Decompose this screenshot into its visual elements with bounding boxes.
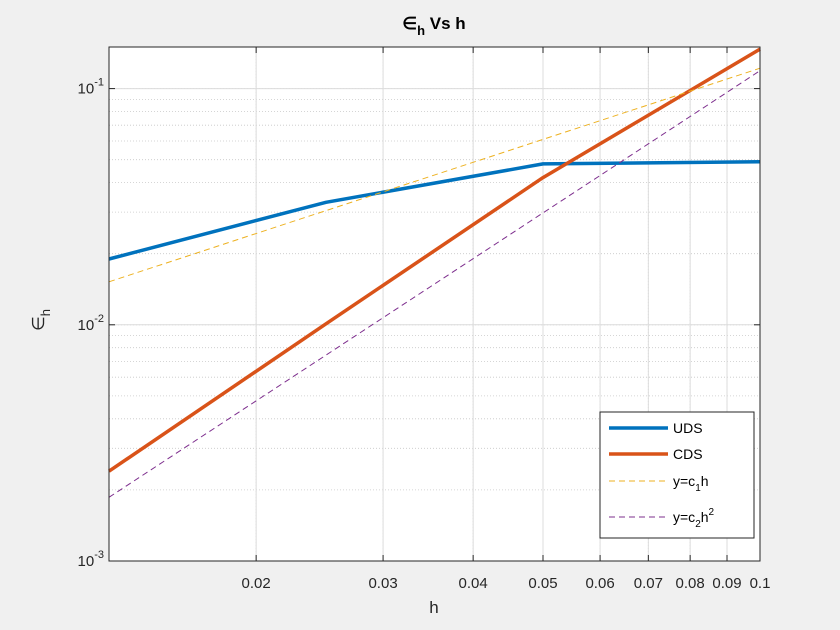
x-tick-label: 0.05 bbox=[528, 575, 557, 592]
x-tick-label: 0.1 bbox=[750, 575, 771, 592]
y-tick-label: 10-1 bbox=[78, 77, 104, 98]
y-axis-ticks: 10-3 10-2 10-1 bbox=[78, 77, 760, 570]
x-axis-label: h bbox=[429, 598, 438, 617]
x-tick-label: 0.04 bbox=[459, 575, 488, 592]
x-tick-label: 0.07 bbox=[634, 575, 663, 592]
series-line-cds bbox=[108, 47, 761, 473]
x-tick-label: 0.03 bbox=[368, 575, 397, 592]
x-tick-label: 0.09 bbox=[712, 575, 741, 592]
axes-box bbox=[108, 46, 761, 562]
x-axis-ticks: 0.02 0.03 0.04 0.05 0.06 0.07 0.08 0.09 0.1 bbox=[242, 47, 771, 592]
x-tick-label: 0.08 bbox=[676, 575, 705, 592]
x-tick-label: 0.02 bbox=[242, 575, 271, 592]
legend: UDS CDS y=c1h y=c2h2 bbox=[599, 411, 755, 539]
legend-box bbox=[599, 411, 755, 539]
y-tick-label: 10-3 bbox=[78, 549, 104, 570]
y-tick-label: 10-2 bbox=[78, 313, 104, 334]
legend-label: CDS bbox=[673, 446, 703, 462]
series-line-y-c1h bbox=[108, 67, 761, 283]
y-axis-label: ∈h bbox=[29, 309, 53, 331]
legend-label: y=c2h2 bbox=[673, 507, 715, 530]
x-tick-label: 0.06 bbox=[585, 575, 614, 592]
legend-label: UDS bbox=[673, 420, 703, 436]
chart-title: ∈h Vs h bbox=[402, 14, 465, 38]
series-line-uds bbox=[108, 160, 761, 261]
series-lines bbox=[108, 47, 761, 498]
legend-label: y=c1h bbox=[673, 473, 709, 494]
